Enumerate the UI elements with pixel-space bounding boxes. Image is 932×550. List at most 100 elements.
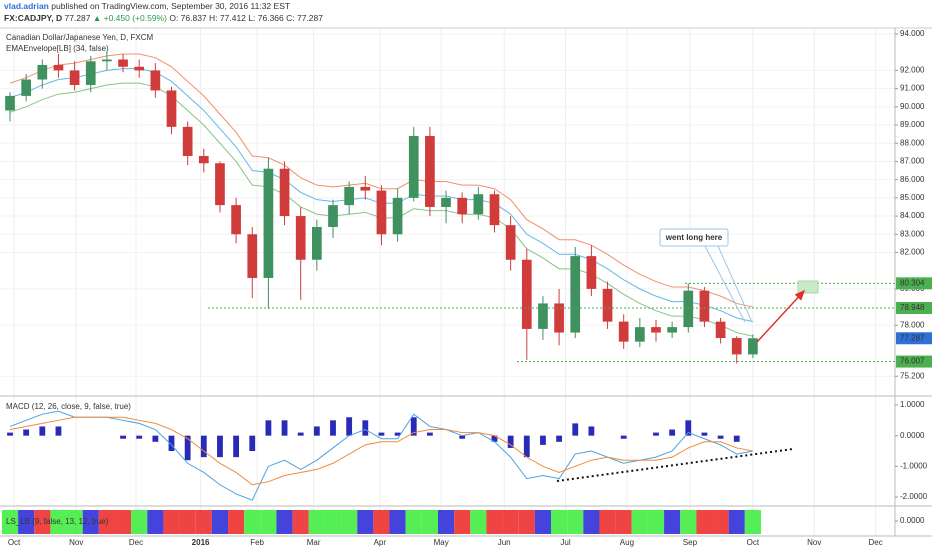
chart-title: Canadian Dollar/Japanese Yen, D, FXCM (6, 33, 154, 42)
strip-cell (712, 510, 729, 534)
candle-body (505, 225, 516, 260)
strip-cell (50, 510, 67, 534)
candle-body (731, 338, 742, 355)
level-label: 78.948 (900, 303, 925, 312)
macd-histogram-bar (701, 432, 708, 436)
y-tick-label: 82.000 (900, 248, 925, 257)
candle-body (231, 205, 241, 235)
strip-cell (18, 510, 35, 534)
candle-body (150, 70, 161, 91)
candle-body (215, 163, 225, 206)
x-tick-label: Dec (869, 538, 883, 547)
candle-body (715, 321, 726, 339)
macd-histogram-bar (152, 435, 159, 442)
macd-histogram-bar (410, 417, 417, 436)
strip-cell (292, 510, 309, 534)
callout-text: went long here (665, 233, 723, 242)
strip-cell (647, 510, 665, 534)
macd-histogram-bar (200, 435, 207, 458)
macd-line (9, 410, 753, 501)
strip-cell (114, 510, 132, 534)
x-tick-label: Jul (560, 538, 570, 547)
strip-cell (260, 510, 277, 534)
candle-body (699, 290, 710, 322)
y-tick-label: 89.000 (900, 120, 925, 129)
x-tick-label: Oct (8, 538, 21, 547)
strip-cell (228, 510, 245, 534)
strip-cell (518, 510, 535, 534)
x-tick-label: 2016 (192, 538, 210, 547)
y-tick-label: 1.0000 (900, 400, 925, 409)
macd-histogram-bar (184, 435, 191, 461)
candle-body (457, 197, 468, 215)
macd-histogram-bar (313, 426, 320, 436)
candle-body (748, 338, 758, 355)
symbol: FX:CADJPY, D (4, 13, 62, 23)
macd-histogram-bar (7, 432, 13, 436)
y-tick-label: -1.0000 (900, 461, 928, 470)
strip-cell (1, 510, 19, 534)
strip-cell (437, 510, 455, 534)
last-price-label: 77.287 (900, 333, 925, 342)
candle-body (521, 259, 532, 329)
x-tick-label: Mar (307, 538, 321, 547)
strip-cell (357, 510, 374, 534)
level-box (896, 277, 932, 290)
user[interactable]: vlad.adrian (4, 1, 49, 11)
strip-cell (696, 510, 713, 534)
x-tick-label: Nov (807, 538, 821, 547)
high: H: 77.412 (209, 13, 246, 23)
macd-histogram-bar (540, 435, 546, 445)
signal-line (9, 416, 753, 486)
y-tick-label: 87.000 (900, 157, 925, 166)
strip-cell (502, 510, 519, 534)
candle-body (166, 90, 177, 127)
strip-cell (98, 510, 115, 534)
level-box (896, 302, 932, 315)
candle-body (182, 126, 193, 156)
y-tick-label: 92.000 (900, 66, 925, 75)
y-tick-label: 0.0000 (900, 431, 925, 440)
strip-cell (744, 510, 761, 534)
candle-body (586, 256, 597, 289)
target-zone (797, 280, 819, 294)
strip-cell (728, 510, 745, 534)
y-tick-label: 84.000 (900, 211, 925, 220)
strip-cell (470, 510, 487, 534)
candle-body (634, 327, 645, 342)
macd-histogram-bar (362, 420, 369, 436)
strip-label: LS_LB (9, false, 13, 12, true) (6, 517, 109, 526)
indicator-label: EMAEnvelope[LB] (34, false) (6, 44, 109, 53)
macd-histogram-bar (620, 435, 627, 439)
strip-cell (195, 510, 212, 534)
strip-cell (324, 510, 342, 534)
macd-histogram-bar (39, 426, 46, 436)
candle-body (570, 256, 581, 333)
macd-histogram-bar (297, 432, 304, 436)
x-tick-label: May (434, 538, 449, 547)
change: ▲ +0.450 (+0.59%) (93, 13, 167, 23)
macd-histogram-bar (394, 432, 401, 436)
strip-cell (341, 510, 358, 534)
macd-histogram-bar (168, 435, 175, 451)
strip-cell (131, 510, 148, 534)
candle-body (37, 64, 48, 80)
candle-body (683, 290, 694, 328)
y-tick-label: 91.000 (900, 84, 925, 93)
macd-histogram-bar (491, 435, 498, 442)
strip-cell (631, 510, 648, 534)
strip-cell (599, 510, 616, 534)
x-tick-label: Dec (129, 538, 143, 547)
macd-histogram-bar (572, 423, 579, 436)
macd-histogram-bar (717, 435, 724, 439)
candle-body (102, 59, 112, 62)
candle-body (85, 61, 96, 85)
candle-body (69, 70, 80, 85)
price: 77.287 (64, 13, 90, 23)
macd-histogram-bar (330, 420, 336, 436)
macd-histogram-bar (459, 435, 466, 439)
macd-histogram-bar (23, 429, 30, 436)
strip-cell (615, 510, 632, 534)
strip-cell (486, 510, 503, 534)
